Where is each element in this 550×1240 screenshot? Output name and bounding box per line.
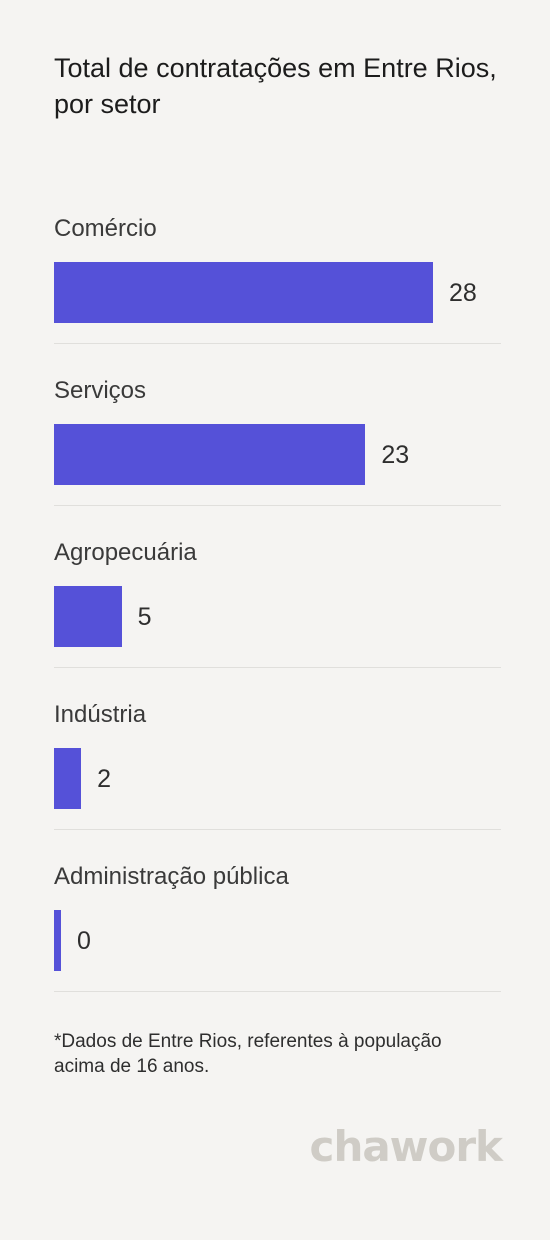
- category-label: Serviços: [54, 377, 147, 404]
- category-label: Agropecuária: [54, 539, 197, 566]
- value-label: 5: [137, 603, 152, 631]
- bar: [54, 262, 433, 323]
- value-label: 23: [381, 441, 410, 469]
- bar: [54, 586, 122, 647]
- footnote: *Dados de Entre Rios, referentes à popul…: [54, 1031, 442, 1077]
- bar-row: Agropecuária 5: [54, 538, 501, 700]
- bar: [54, 910, 61, 971]
- bar: [54, 424, 366, 485]
- row-divider: [54, 343, 501, 344]
- brand-logo: chawork: [309, 1122, 503, 1171]
- value-label: 0: [77, 927, 91, 955]
- chart-title: Total de contratações em Entre Rios, por…: [54, 53, 497, 119]
- value-label: 28: [449, 279, 477, 307]
- row-divider: [54, 991, 501, 992]
- bar-row: Comércio 28: [54, 214, 501, 376]
- row-divider: [54, 829, 501, 830]
- bar-row: Indústria 2: [54, 700, 501, 862]
- row-divider: [54, 667, 501, 668]
- category-label: Indústria: [54, 701, 147, 728]
- bar: [54, 748, 82, 809]
- bar-row: Serviços 23: [54, 376, 501, 538]
- category-label: Comércio: [54, 215, 157, 242]
- bar-row: Administração pública 0: [54, 862, 501, 1024]
- row-divider: [54, 505, 501, 506]
- value-label: 2: [97, 765, 111, 793]
- category-label: Administração pública: [54, 863, 289, 890]
